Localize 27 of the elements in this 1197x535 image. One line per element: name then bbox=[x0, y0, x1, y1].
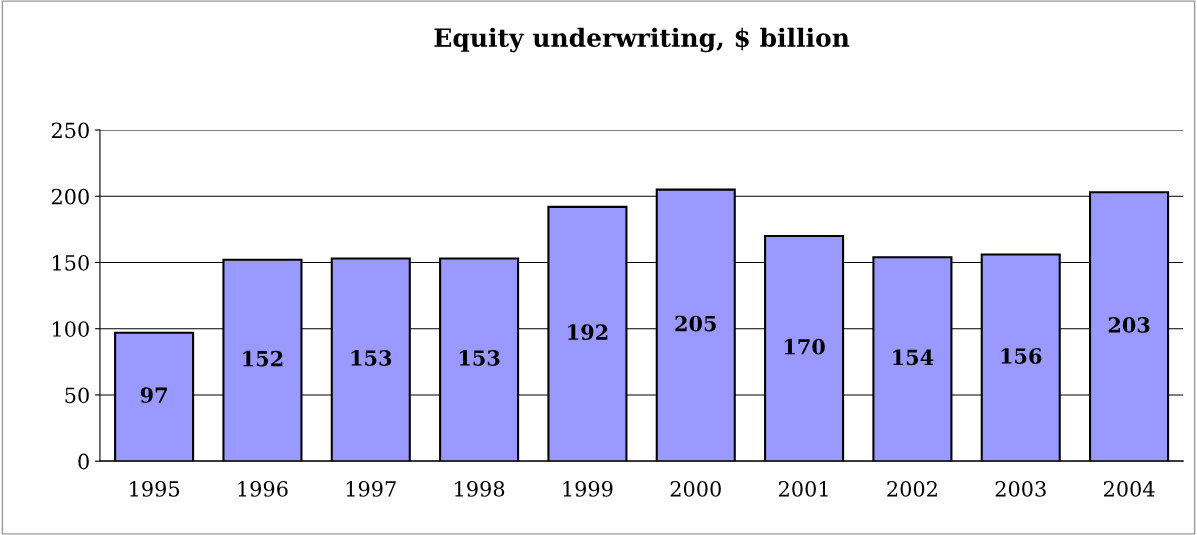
y-tick-label: 150 bbox=[53, 254, 89, 271]
y-tick-label: 0 bbox=[78, 453, 89, 470]
x-tick-label: 2003 bbox=[995, 480, 1046, 497]
x-tick-label: 2004 bbox=[1103, 480, 1155, 497]
y-tick-label: 200 bbox=[51, 188, 89, 205]
chart-title: Equity underwriting, $ billion bbox=[434, 27, 850, 53]
data-label: 156 bbox=[1001, 348, 1042, 364]
x-tick-label: 1996 bbox=[238, 480, 288, 497]
y-tick-label: 250 bbox=[51, 122, 89, 139]
data-label: 153 bbox=[459, 350, 500, 366]
x-tick-label: 2002 bbox=[887, 480, 937, 497]
x-tick-label: 1997 bbox=[346, 480, 396, 497]
x-tick-label: 1995 bbox=[130, 480, 180, 497]
x-tick-label: 1998 bbox=[455, 480, 505, 497]
data-label: 205 bbox=[675, 315, 716, 332]
x-tick-label: 1999 bbox=[563, 480, 613, 497]
x-tick-label: 2000 bbox=[670, 480, 721, 497]
data-label: 153 bbox=[351, 350, 392, 366]
y-tick-label: 100 bbox=[53, 321, 89, 337]
data-label: 154 bbox=[893, 349, 934, 366]
data-label: 192 bbox=[568, 324, 608, 341]
data-label: 170 bbox=[784, 338, 825, 355]
y-tick-label: 50 bbox=[65, 387, 89, 404]
data-label: 203 bbox=[1108, 317, 1150, 333]
data-label: 97 bbox=[140, 387, 167, 403]
x-tick-label: 2001 bbox=[778, 480, 828, 497]
data-label: 152 bbox=[243, 350, 283, 367]
